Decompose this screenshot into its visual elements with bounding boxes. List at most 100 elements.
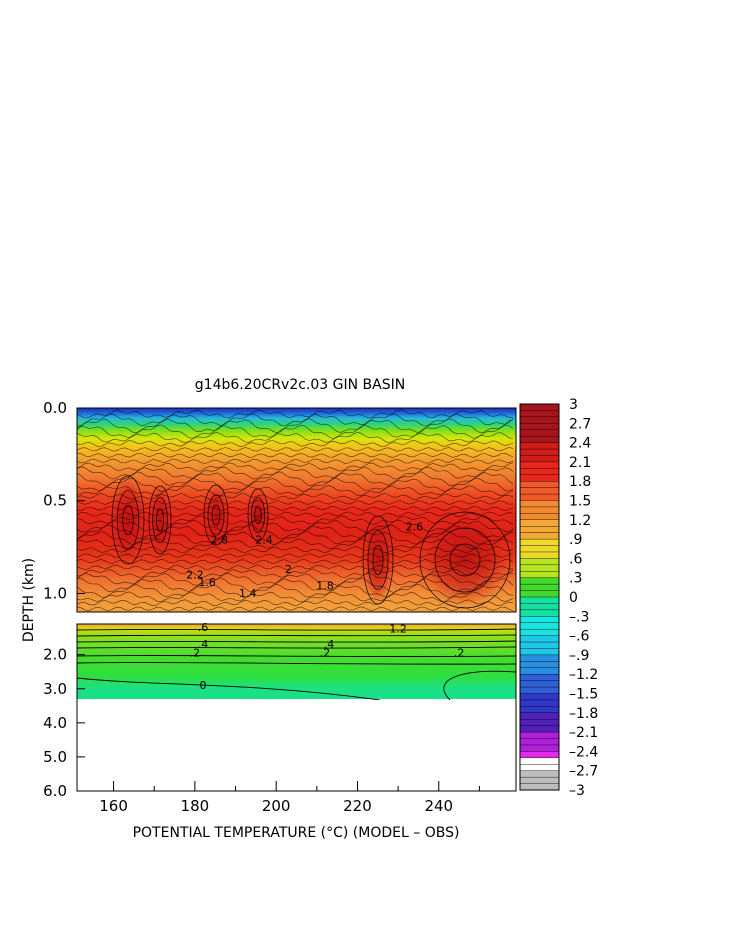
contour-label: 2.2 [186, 569, 204, 582]
colorbar-label: –1.8 [569, 706, 598, 722]
contour-line [77, 409, 514, 419]
contour-label: .4 [324, 638, 335, 651]
warm-core-2 [149, 486, 171, 554]
contour-line [77, 646, 516, 649]
colorbar-swatch [519, 603, 560, 611]
contour-ring [155, 508, 165, 532]
colorbar-frame [519, 403, 560, 791]
contour-line [77, 511, 514, 518]
colorbar-swatch [519, 583, 560, 592]
upper-contour-labels: 2.8 2.4 2.21.6 2 1.8 1.4 2.6 [186, 520, 423, 600]
colorbar-swatch [519, 706, 560, 714]
colorbar-label: –.9 [569, 648, 589, 664]
contour-line [77, 628, 516, 631]
contour-ring [111, 475, 145, 565]
colorbar-swatch [519, 661, 560, 669]
contour-line [77, 500, 514, 505]
contour-line [77, 439, 514, 448]
contour-line [77, 477, 514, 492]
x-axis-title: POTENTIAL TEMPERATURE (°C) (MODEL – OBS) [133, 825, 460, 841]
colorbar-swatch [519, 725, 560, 733]
contour-line [77, 424, 514, 439]
contour-line [77, 418, 514, 434]
x-tick-label: 220 [343, 797, 372, 815]
colorbar-swatch [519, 628, 560, 637]
colorbar-swatch [519, 545, 560, 553]
colorbar-swatch [519, 532, 560, 540]
colorbar-labels: 3 2.7 2.4 2.1 1.8 1.5 1.2 .9 .6 .3 0 –.3 –.6 –.9 –1.2 –… [569, 397, 598, 799]
colorbar-swatch [519, 429, 560, 437]
colorbar-swatch [519, 519, 560, 527]
contour-ring [122, 504, 134, 536]
contour-line [77, 546, 514, 554]
colorbar-swatch [519, 493, 560, 502]
colorbar-swatch [519, 435, 560, 444]
lower-panel: .6.4.20.4.21.2.2 [76, 621, 517, 792]
lower-panel-field [77, 624, 516, 699]
contour-label: 2.8 [211, 533, 229, 546]
contour-ring [247, 488, 269, 542]
contour-line [77, 564, 514, 571]
chart-title: g14b6.20CRv2c.03 GIN BASIN [195, 377, 405, 393]
contour-line [77, 493, 514, 501]
colorbar-swatch [519, 590, 560, 598]
colorbar-swatch [519, 686, 560, 694]
colorbar-label: –1.5 [569, 687, 598, 703]
contour-ring [367, 530, 389, 590]
colorbar-swatch [519, 423, 560, 431]
colorbar-label: .3 [569, 571, 582, 587]
x-tick-label: 240 [424, 797, 453, 815]
contour-label: .6 [198, 621, 209, 634]
contour-label: 2.4 [255, 533, 273, 546]
contour-label: 1.8 [316, 580, 334, 593]
upper-panel-hotspots [112, 476, 510, 608]
colorbar-swatch [519, 744, 560, 752]
colorbar-swatch [519, 674, 560, 682]
contour-ring [203, 484, 229, 546]
colorbar-swatch [519, 680, 560, 688]
contour-line [77, 640, 516, 643]
colorbar-swatch [519, 667, 560, 675]
colorbar-swatch [519, 699, 560, 707]
colorbar-swatch [519, 403, 560, 411]
contour-label: .2 [190, 646, 201, 659]
contour-line [77, 654, 516, 658]
colorbar-swatch [519, 551, 560, 559]
colorbar-label: .6 [569, 551, 582, 567]
contour-line [77, 572, 514, 586]
contour-line [77, 530, 514, 546]
upper-panel: 2.8 2.4 2.21.6 2 1.8 1.4 2.6 [76, 407, 517, 613]
contour-line [77, 599, 514, 607]
contour-line [77, 591, 514, 603]
colorbar-swatch [519, 770, 560, 778]
colorbar-label: 1.5 [569, 494, 591, 510]
y-tick-label: 4.0 [43, 714, 67, 732]
contour-label: 2 [285, 563, 292, 576]
contour-ring [207, 494, 225, 536]
colorbar-swatch [519, 558, 560, 566]
contour-line [77, 606, 514, 612]
colorbar-swatch [519, 757, 560, 765]
colorbar-swatch [519, 487, 560, 495]
colorbar-swatch [519, 635, 560, 643]
colorbar-swatch [519, 776, 560, 785]
colorbar-swatch [519, 616, 560, 624]
contour-ring [419, 511, 511, 609]
colorbar-label: .9 [569, 532, 582, 548]
colorbar-label: –.3 [569, 609, 589, 625]
colorbar-swatch [519, 500, 560, 508]
lower-contour-labels: .6.4.20.4.21.2.2 [190, 621, 465, 692]
y-tick-label: 0.5 [43, 492, 67, 510]
contour-line [77, 558, 514, 565]
contour-line [77, 515, 514, 525]
lower-y-axis: 2.0 3.0 4.0 5.0 6.0 [43, 646, 85, 800]
x-tick-label: 160 [99, 797, 128, 815]
contour-line [443, 670, 516, 700]
contour-ring [434, 527, 496, 593]
colorbar-swatch [519, 448, 560, 456]
colorbar-swatch [519, 731, 560, 740]
colorbar: 3 2.7 2.4 2.1 1.8 1.5 1.2 .9 .6 .3 0 –.3 –.6 –.9 –1.2 –… [519, 397, 598, 799]
contour-ring [362, 515, 394, 605]
colorbar-swatch [519, 596, 560, 604]
